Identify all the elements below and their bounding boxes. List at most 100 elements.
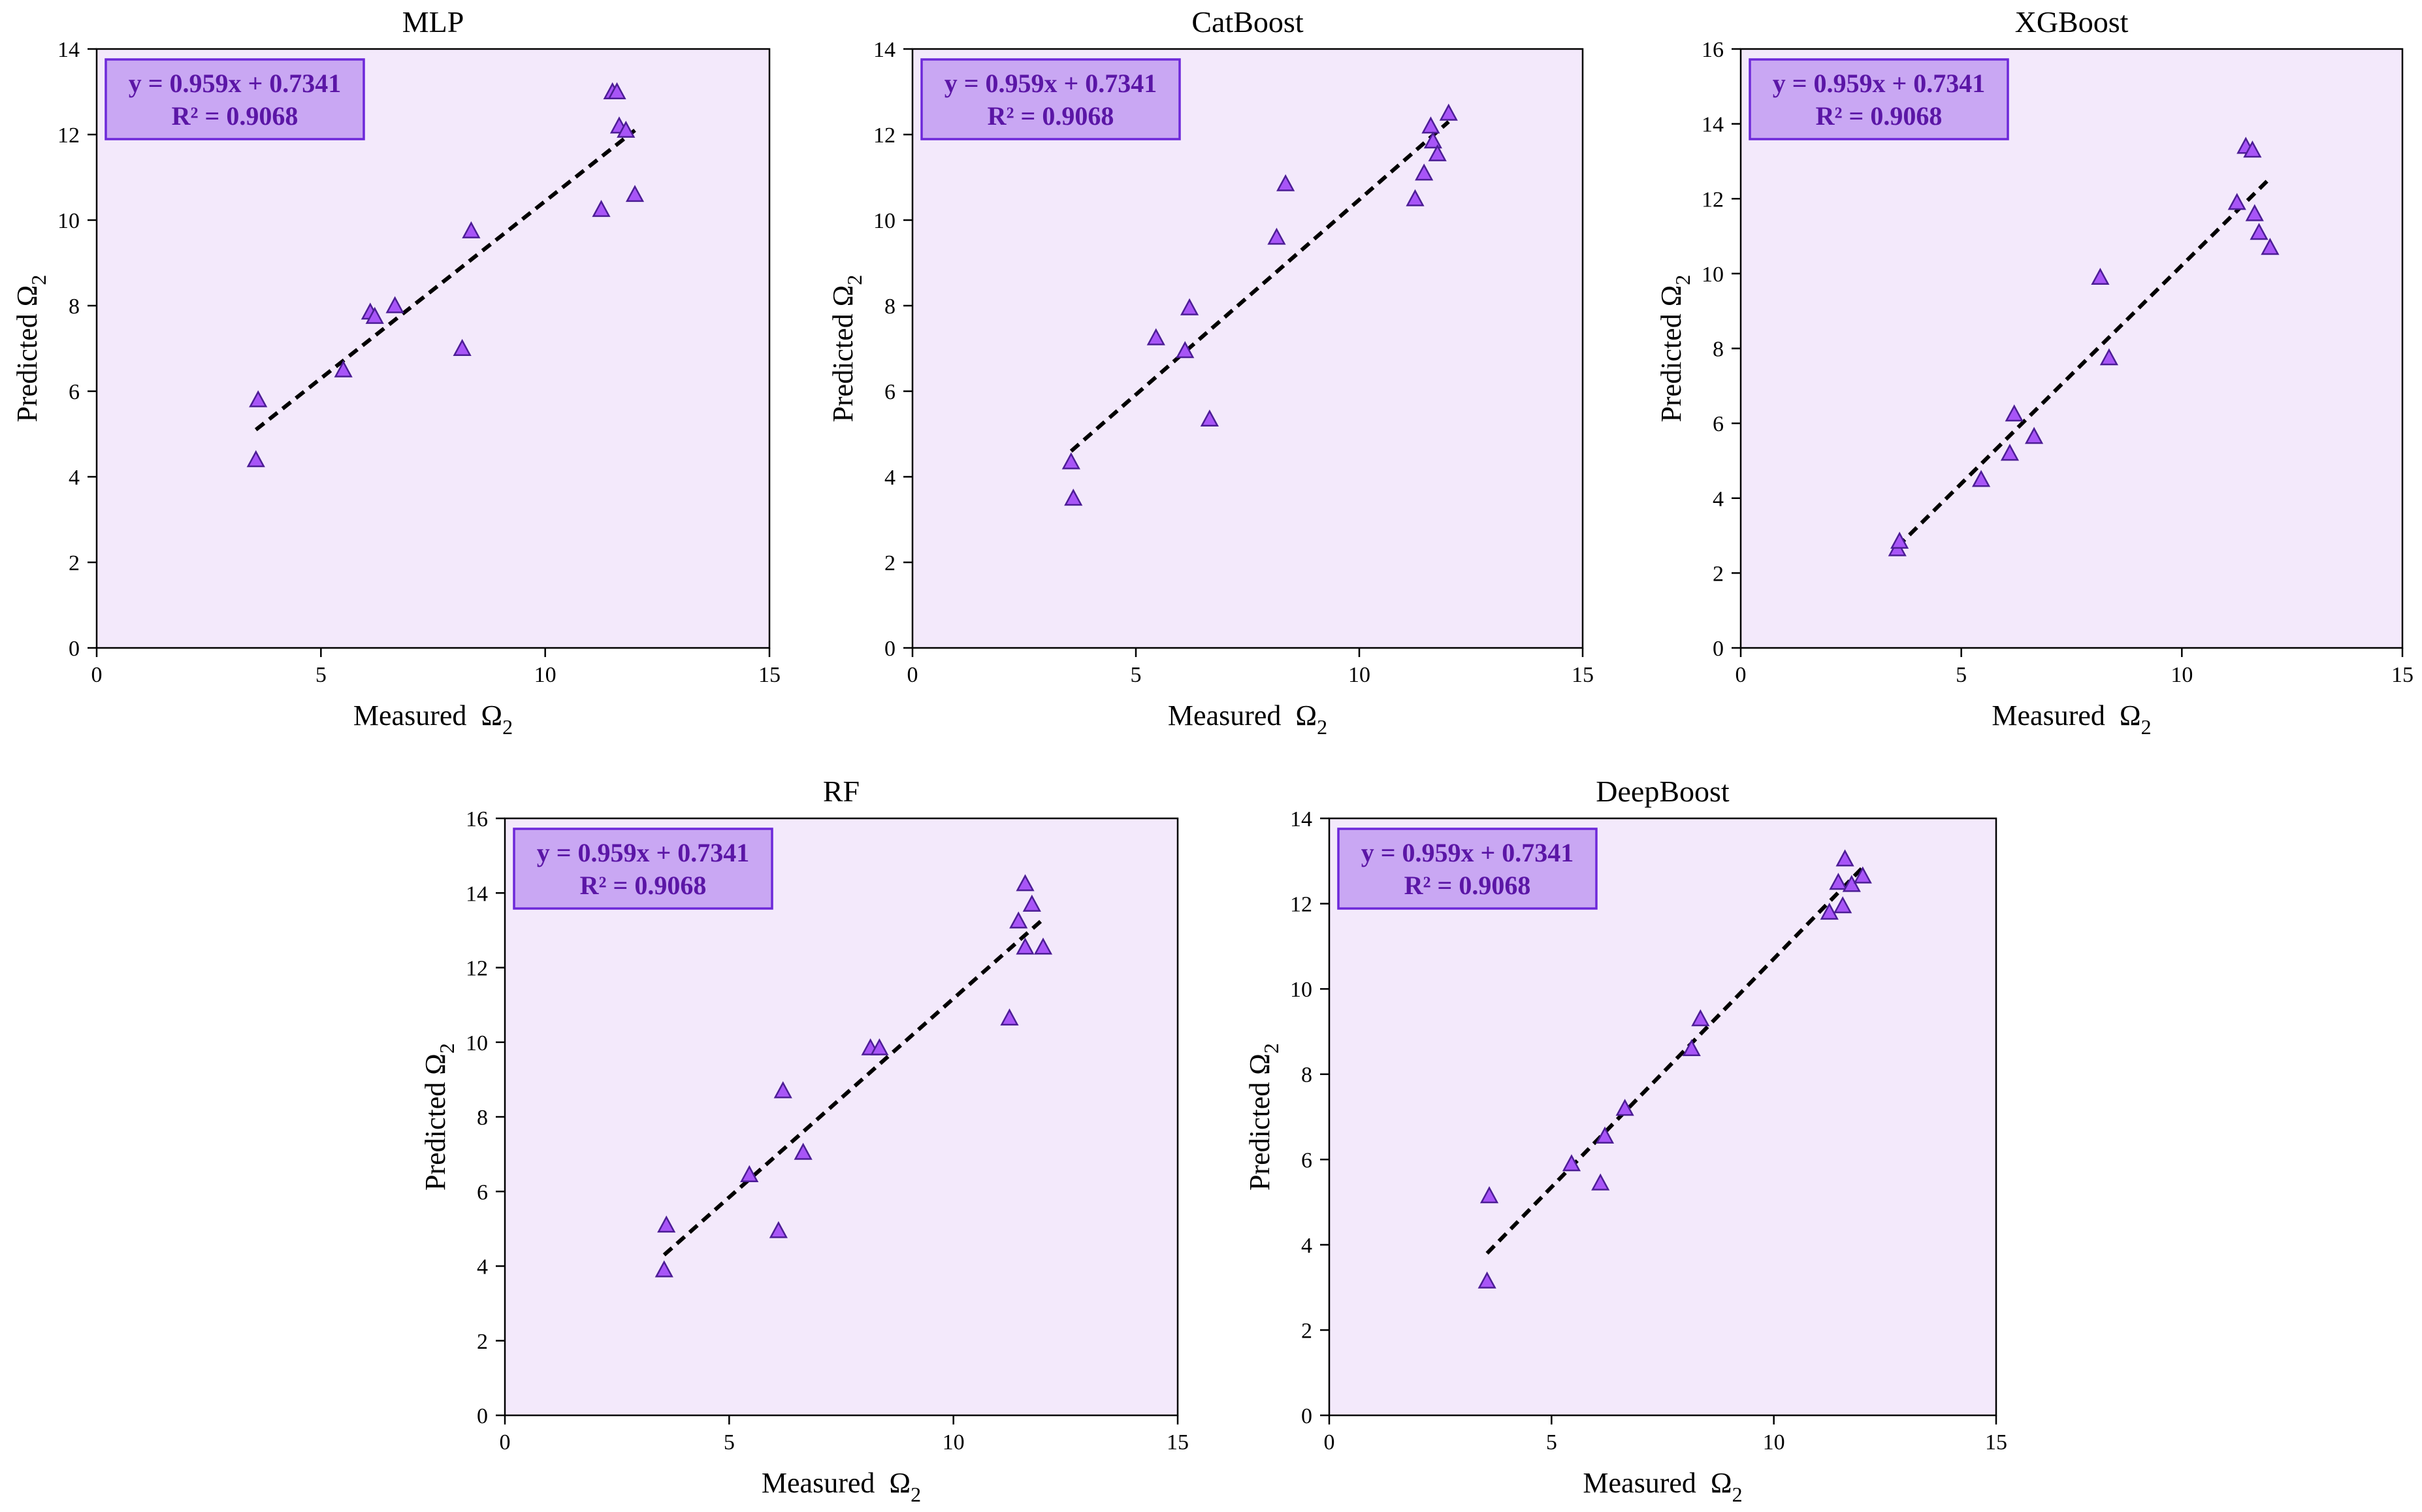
y-tick-label: 6	[1301, 1148, 1312, 1172]
x-axis-title: Measured Ω2	[1583, 1467, 1742, 1506]
x-axis-subscript: 2	[2141, 715, 2152, 739]
y-tick-label: 0	[477, 1404, 488, 1428]
data-point	[1835, 849, 1854, 867]
y-tick-label: 10	[466, 1031, 488, 1055]
equation-box	[105, 58, 365, 140]
y-tick-label: 8	[477, 1106, 488, 1130]
y-tick-label: 8	[1713, 338, 1724, 362]
x-axis-label: Measured	[1992, 700, 2105, 732]
y-tick-label: 6	[1713, 412, 1724, 436]
plot-area	[1739, 48, 2404, 649]
data-point	[1820, 902, 1839, 920]
y-tick-label: 12	[466, 957, 488, 981]
data-point	[773, 1081, 792, 1099]
y-tick-label: 4	[1301, 1234, 1312, 1258]
data-point	[462, 221, 481, 238]
data-point	[1439, 103, 1458, 121]
trend-line	[1069, 120, 1450, 453]
data-point	[1415, 163, 1434, 181]
x-axis-title: Measured Ω2	[1992, 700, 2151, 739]
y-tick-label: 0	[69, 637, 80, 661]
trend-equation: y = 0.959x + 0.7341	[1361, 838, 1574, 867]
x-axis-label: Measured	[762, 1467, 875, 1499]
data-point	[2250, 223, 2269, 240]
data-point	[1176, 341, 1195, 359]
x-tick-label: 0	[91, 663, 103, 687]
chart-title: MLP	[402, 5, 464, 39]
x-tick-label: 10	[1348, 663, 1370, 687]
data-point	[1200, 409, 1219, 427]
x-tick-label: 15	[1167, 1430, 1189, 1455]
data-point	[365, 306, 384, 324]
x-tick-label: 15	[1985, 1430, 2007, 1455]
y-axis-subscript: 2	[843, 275, 866, 285]
y-axis-title: Predicted Ω2	[1244, 1043, 1283, 1191]
y-tick-label: 12	[1702, 187, 1724, 212]
x-tick-label: 10	[943, 1430, 965, 1455]
x-axis-symbol: Ω	[481, 700, 502, 732]
data-point	[1682, 1038, 1701, 1056]
data-point	[1833, 896, 1852, 914]
trend-equation: y = 0.959x + 0.7341	[129, 69, 342, 98]
data-point	[385, 296, 404, 314]
y-tick-label: 10	[57, 209, 80, 233]
y-tick-label: 10	[1290, 978, 1312, 1002]
y-axis-subscript: 2	[1671, 275, 1694, 285]
x-axis-symbol: Ω	[1711, 1467, 1732, 1499]
data-point	[1016, 874, 1035, 892]
x-tick-label: 10	[1763, 1430, 1785, 1455]
x-axis-symbol: Ω	[889, 1467, 911, 1499]
y-tick-label: 0	[884, 637, 896, 661]
equation-box	[920, 58, 1181, 140]
y-axis-title: Predicted Ω2	[11, 275, 50, 423]
y-tick-label: 14	[1702, 113, 1724, 137]
data-point	[1033, 937, 1053, 955]
x-tick-label: 10	[534, 663, 557, 687]
x-tick-label: 0	[1736, 663, 1747, 687]
equation-box	[513, 828, 773, 910]
y-tick-label: 12	[873, 123, 896, 148]
data-point	[2261, 238, 2280, 255]
y-axis-title: Predicted Ω2	[1655, 275, 1694, 423]
x-axis-subscript: 2	[911, 1483, 921, 1506]
y-tick-label: 8	[1301, 1063, 1312, 1087]
x-tick-label: 5	[1956, 663, 1967, 687]
y-axis-symbol: Ω	[827, 285, 859, 307]
y-axis-subscript: 2	[1259, 1043, 1283, 1054]
x-tick-label: 5	[315, 663, 327, 687]
trend-equation: y = 0.959x + 0.7341	[1773, 69, 1986, 98]
trend-line	[254, 129, 636, 432]
x-tick-label: 0	[500, 1430, 511, 1455]
data-point	[769, 1221, 788, 1238]
x-tick-label: 5	[724, 1430, 735, 1455]
y-tick-label: 16	[1702, 38, 1724, 62]
chart-title: DeepBoost	[1596, 775, 1730, 808]
x-tick-label: 10	[2171, 663, 2193, 687]
y-tick-label: 6	[884, 380, 896, 404]
data-point	[1423, 131, 1442, 149]
data-point	[2245, 204, 2264, 221]
x-axis-label: Measured	[1168, 700, 1282, 732]
data-point	[1276, 174, 1295, 191]
r-squared: R² = 0.9068	[172, 101, 299, 131]
data-point	[1842, 875, 1861, 892]
y-axis-title: Predicted Ω2	[419, 1043, 459, 1191]
data-point	[2243, 140, 2262, 158]
data-point	[794, 1142, 813, 1160]
x-tick-label: 5	[1546, 1430, 1557, 1455]
y-tick-label: 4	[1713, 487, 1724, 511]
y-tick-label: 14	[1290, 807, 1312, 831]
y-tick-label: 8	[69, 295, 80, 319]
x-axis-label: Measured	[353, 700, 467, 732]
data-point	[1064, 489, 1083, 506]
data-point	[1971, 470, 1991, 487]
x-axis-subscript: 2	[502, 715, 513, 739]
x-axis-title: Measured Ω2	[762, 1467, 921, 1506]
data-point	[1428, 144, 1447, 161]
y-axis-symbol: Ω	[1655, 285, 1687, 307]
data-point	[2227, 193, 2246, 210]
x-axis-title: Measured Ω2	[353, 700, 513, 739]
